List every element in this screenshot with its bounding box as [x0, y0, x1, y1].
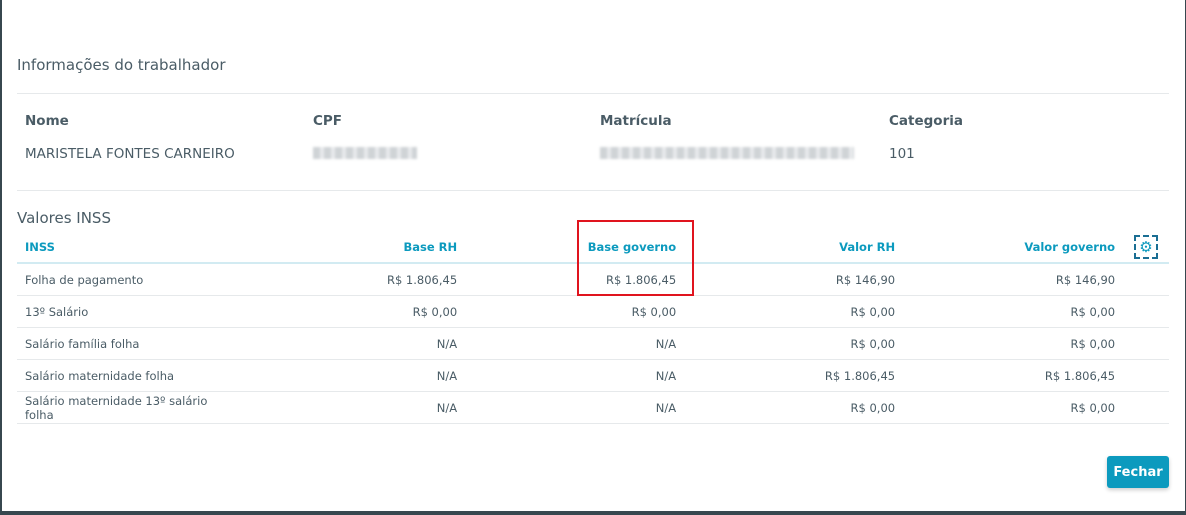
cell-value: R$ 0,00 — [465, 295, 685, 328]
col-base-governo[interactable]: Base governo — [465, 231, 685, 264]
cell-value: N/A — [230, 391, 466, 424]
table-row: Salário maternidade folha N/A N/A R$ 1.806,… — [17, 359, 1169, 392]
cell-value: R$ 0,00 — [684, 327, 904, 360]
nome-label: Nome — [25, 113, 69, 129]
cell-value: N/A — [230, 327, 466, 360]
table-row: Salário maternidade 13º salário folha N/A… — [17, 391, 1169, 424]
cell-value: R$ 0,00 — [684, 391, 904, 424]
table-row: Salário família folha N/A N/A R$ 0,00 R$ 0,0… — [17, 327, 1169, 360]
cpf-label: CPF — [313, 113, 343, 129]
cell-value: N/A — [465, 327, 685, 360]
cell-value: R$ 1.806,45 — [903, 359, 1124, 392]
nome-value: MARISTELA FONTES CARNEIRO — [25, 146, 235, 162]
cell-value: R$ 0,00 — [903, 391, 1124, 424]
empty-cell — [1123, 391, 1169, 424]
cell-value: R$ 0,00 — [684, 295, 904, 328]
row-label: Salário família folha — [17, 327, 231, 360]
empty-cell — [1123, 327, 1169, 360]
cell-value: N/A — [465, 359, 685, 392]
divider — [17, 93, 1169, 94]
empty-cell — [1123, 295, 1169, 328]
table-row: 13º Salário R$ 0,00 R$ 0,00 R$ 0,00 R$ 0,00 — [17, 295, 1169, 328]
cell-value: R$ 0,00 — [903, 327, 1124, 360]
cell-value: R$ 146,90 — [684, 263, 904, 296]
empty-cell — [1123, 359, 1169, 392]
cell-value: R$ 1.806,45 — [684, 359, 904, 392]
cell-value: R$ 146,90 — [903, 263, 1124, 296]
categoria-value: 101 — [889, 146, 915, 162]
inss-table: INSS Base RH Base governo Valor RH Valor… — [17, 231, 1169, 424]
col-valor-governo[interactable]: Valor governo — [903, 231, 1124, 264]
close-button[interactable]: Fechar — [1107, 456, 1169, 488]
row-label: 13º Salário — [17, 295, 231, 328]
table-header: INSS Base RH Base governo Valor RH Valor… — [17, 231, 1169, 264]
cell-value: R$ 1.806,45 — [465, 263, 685, 296]
row-label: Salário maternidade 13º salário folha — [17, 391, 231, 424]
empty-cell — [1123, 263, 1169, 296]
row-label: Folha de pagamento — [17, 263, 231, 296]
inss-title: Valores INSS — [17, 209, 111, 227]
cell-value: N/A — [465, 391, 685, 424]
col-base-rh[interactable]: Base RH — [230, 231, 466, 264]
categoria-label: Categoria — [889, 113, 963, 129]
row-label: Salário maternidade folha — [17, 359, 231, 392]
cell-value: R$ 0,00 — [903, 295, 1124, 328]
cpf-value-redacted — [313, 147, 417, 159]
table-row: Folha de pagamento R$ 1.806,45 R$ 1.806,45… — [17, 263, 1169, 296]
gear-icon[interactable]: ⚙ — [1134, 234, 1159, 259]
worker-info-title: Informações do trabalhador — [17, 56, 226, 74]
matricula-label: Matrícula — [600, 113, 672, 129]
matricula-value-redacted — [600, 147, 854, 159]
col-valor-rh[interactable]: Valor RH — [684, 231, 904, 264]
col-inss[interactable]: INSS — [17, 231, 231, 264]
divider — [17, 190, 1169, 191]
cell-value: R$ 1.806,45 — [230, 263, 466, 296]
cell-value: N/A — [230, 359, 466, 392]
cell-value: R$ 0,00 — [230, 295, 466, 328]
